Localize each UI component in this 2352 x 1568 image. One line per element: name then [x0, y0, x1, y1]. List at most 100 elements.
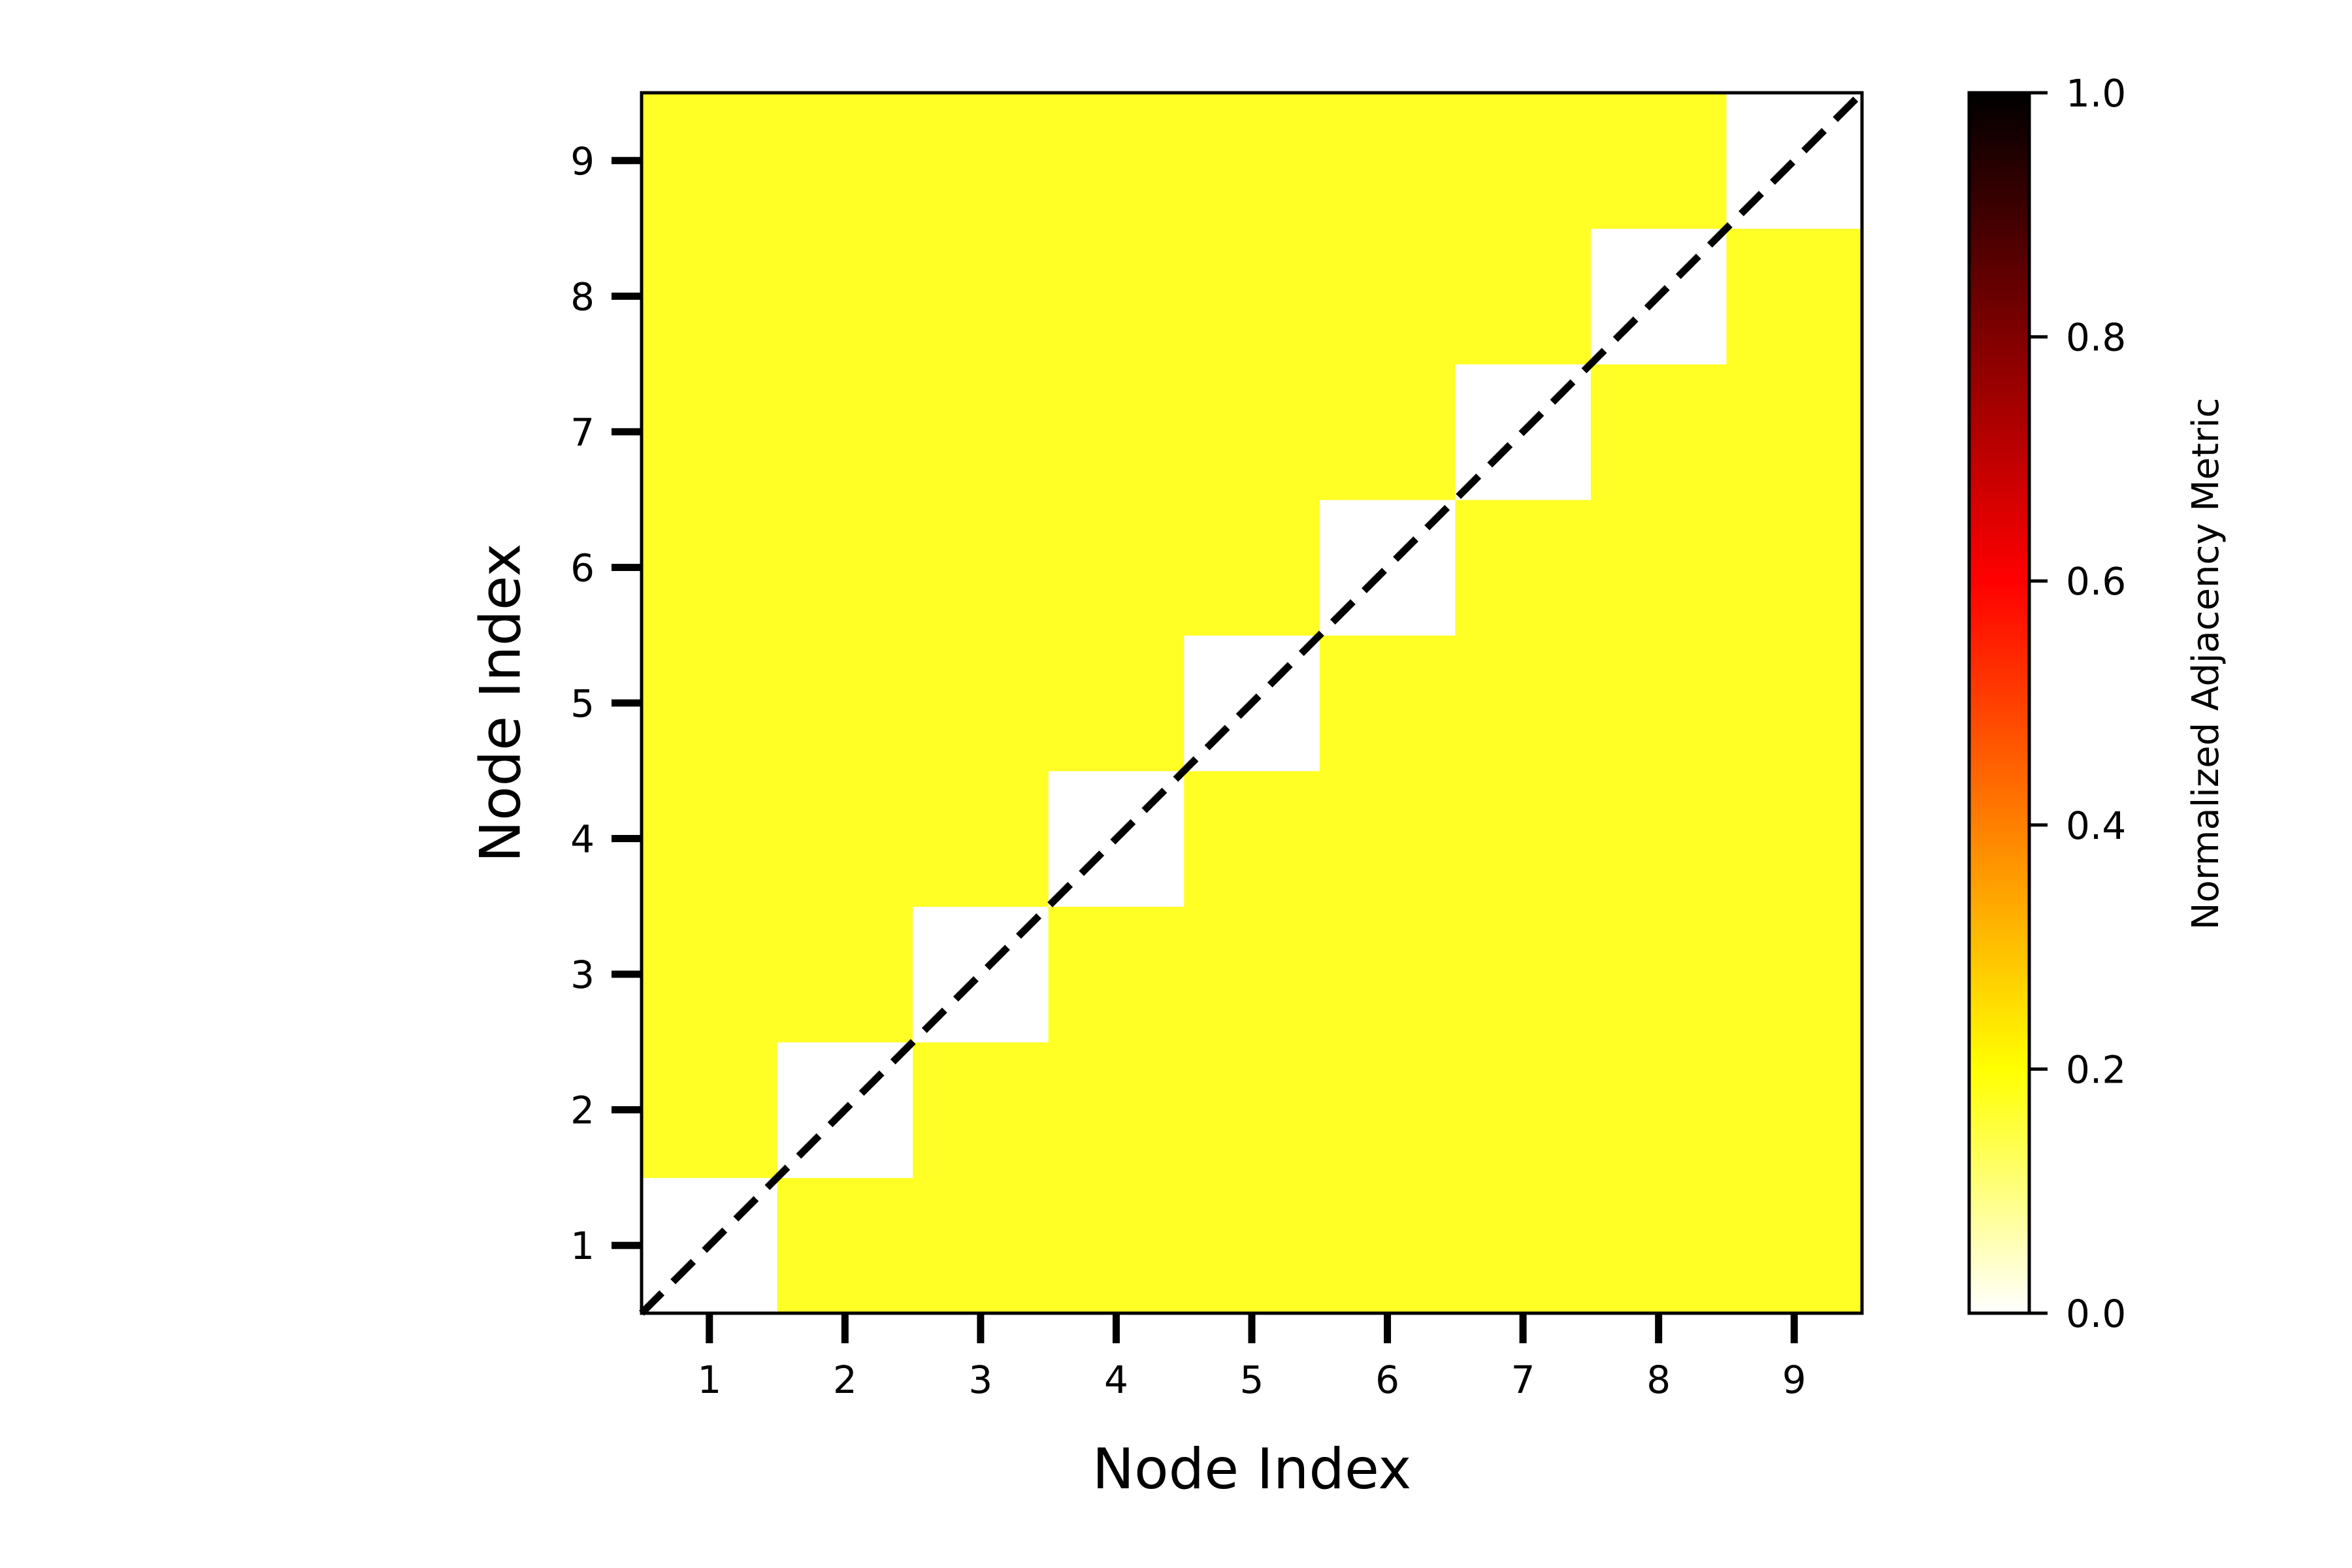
- heatmap-cell: [1726, 499, 1863, 636]
- heatmap-cell: [1048, 499, 1184, 636]
- heatmap-cell: [777, 770, 913, 907]
- heatmap-cell: [777, 93, 913, 229]
- x-tick-label: 3: [968, 1358, 992, 1402]
- colorbar-tick-label: 1.0: [2066, 71, 2126, 116]
- heatmap-cell: [1455, 1041, 1592, 1179]
- heatmap-cell: [1319, 770, 1456, 907]
- colorbar-tick-label: 0.6: [2066, 559, 2126, 604]
- heatmap-cell: [913, 1041, 1049, 1179]
- heatmap-cell: [913, 93, 1049, 229]
- heatmap-cell: [1455, 228, 1592, 365]
- y-tick-label: 2: [570, 1088, 595, 1133]
- colorbar-tick-label: 0.4: [2066, 804, 2126, 848]
- colorbar-ticks: 0.0 0.2 0.4 0.6 0.8 1.0: [2029, 71, 2126, 1336]
- heatmap-cell: [1319, 93, 1456, 229]
- heatmap-cell: [1319, 635, 1456, 772]
- heatmap-cell: [1726, 364, 1863, 500]
- heatmap-cell: [913, 1177, 1049, 1314]
- y-tick-label: 3: [570, 953, 595, 997]
- y-tick-label: 1: [570, 1224, 595, 1268]
- heatmap-cell: [1319, 364, 1456, 500]
- y-tick-label: 5: [570, 681, 595, 726]
- heatmap-cell: [1048, 635, 1184, 772]
- heatmap-cell: [1590, 906, 1727, 1043]
- heatmap-cell: [913, 770, 1049, 907]
- heatmap-cell: [913, 499, 1049, 636]
- colorbar-label: Normalized Adjacency Metric: [2185, 398, 2227, 930]
- heatmap-cell: [1726, 906, 1863, 1043]
- heatmap-cell: [1048, 1041, 1184, 1179]
- heatmap-cell: [642, 770, 778, 907]
- y-tick-label: 8: [570, 274, 595, 319]
- heatmap-cell: [642, 364, 778, 500]
- heatmap-cell: [1184, 93, 1320, 229]
- x-axis-ticks: 1 2 3 4 5 6 7 8 9: [697, 1313, 1806, 1402]
- heatmap-cell: [777, 906, 913, 1043]
- heatmap-cell: [1590, 93, 1727, 229]
- heatmap-cell: [1184, 499, 1320, 636]
- y-axis-label: Node Index: [468, 544, 533, 863]
- heatmap-cell: [642, 228, 778, 365]
- heatmap-cell: [642, 1041, 778, 1179]
- heatmap-cell: [1048, 906, 1184, 1043]
- heatmap-cell: [913, 635, 1049, 772]
- heatmap-cell: [1726, 1041, 1863, 1179]
- y-tick-label: 4: [570, 817, 595, 862]
- heatmap-cell: [642, 93, 778, 229]
- heatmap-cell: [1048, 93, 1184, 229]
- heatmap-cell: [1590, 770, 1727, 907]
- heatmap-cell: [1048, 1177, 1184, 1314]
- heatmap-cell: [1726, 635, 1863, 772]
- colorbar-tick-label: 0.8: [2066, 316, 2126, 360]
- heatmap-cell: [1590, 635, 1727, 772]
- y-tick-label: 7: [570, 410, 595, 455]
- x-tick-label: 7: [1511, 1358, 1535, 1402]
- heatmap-cell: [913, 364, 1049, 500]
- y-tick-label: 6: [570, 546, 595, 590]
- heatmap-cell: [1590, 1041, 1727, 1179]
- heatmap-cell: [1319, 906, 1456, 1043]
- heatmap-cell: [1455, 635, 1592, 772]
- heatmap-cell: [1048, 228, 1184, 365]
- heatmap-cell: [913, 228, 1049, 365]
- heatmap-cell: [642, 635, 778, 772]
- y-tick-label: 9: [570, 139, 595, 184]
- heatmap-cell: [1184, 906, 1320, 1043]
- x-tick-label: 1: [697, 1358, 721, 1402]
- heatmap-cell: [1319, 1041, 1456, 1179]
- x-axis-label: Node Index: [1092, 1437, 1412, 1502]
- heatmap-cell: [1184, 1041, 1320, 1179]
- heatmap-cells: [642, 93, 1863, 1314]
- heatmap-cell: [777, 499, 913, 636]
- heatmap-cell: [1726, 770, 1863, 907]
- heatmap-cell: [1319, 1177, 1456, 1314]
- heatmap-cell: [1726, 1177, 1863, 1314]
- heatmap-cell: [1184, 770, 1320, 907]
- x-tick-label: 4: [1104, 1358, 1128, 1402]
- heatmap-cell: [1590, 499, 1727, 636]
- heatmap-cell: [1590, 364, 1727, 500]
- heatmap-cell: [1184, 364, 1320, 500]
- heatmap-cell: [1184, 228, 1320, 365]
- heatmap-cell: [1184, 1177, 1320, 1314]
- heatmap-cell: [1048, 364, 1184, 500]
- heatmap-cell: [1319, 228, 1456, 365]
- heatmap-cell: [777, 228, 913, 365]
- heatmap-cell: [1455, 499, 1592, 636]
- heatmap-cell: [642, 499, 778, 636]
- colorbar-tick-label: 0.2: [2066, 1047, 2126, 1092]
- heatmap-cell: [1455, 906, 1592, 1043]
- heatmap-cell: [1455, 770, 1592, 907]
- x-tick-label: 2: [833, 1358, 857, 1402]
- heatmap-cell: [1455, 93, 1592, 229]
- diagonal-reference-line: [639, 90, 1865, 1316]
- heatmap-cell: [1726, 228, 1863, 365]
- x-tick-label: 8: [1646, 1358, 1671, 1402]
- heatmap-cell: [642, 906, 778, 1043]
- heatmap-cell: [777, 1177, 913, 1314]
- y-axis-ticks: 1 2 3 4 5 6 7 8 9: [570, 139, 642, 1268]
- colorbar: [1967, 91, 2031, 1315]
- x-tick-label: 5: [1240, 1358, 1264, 1402]
- colorbar-tick-label: 0.0: [2066, 1292, 2126, 1336]
